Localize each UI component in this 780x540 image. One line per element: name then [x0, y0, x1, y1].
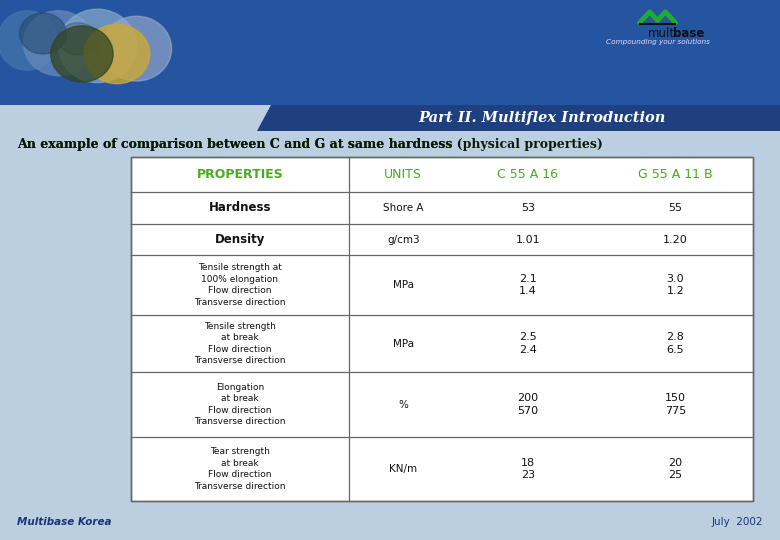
Text: Tensile strength
at break
Flow direction
Transverse direction: Tensile strength at break Flow direction…: [194, 322, 285, 365]
Text: PROPERTIES: PROPERTIES: [197, 167, 283, 180]
Text: 20
25: 20 25: [668, 457, 682, 481]
Text: g/cm3: g/cm3: [387, 234, 420, 245]
Text: Tensile strength at
100% elongation
Flow direction
Transverse direction: Tensile strength at 100% elongation Flow…: [194, 264, 285, 307]
Text: 2.8
6.5: 2.8 6.5: [666, 332, 684, 355]
Text: 2.1
1.4: 2.1 1.4: [519, 274, 537, 296]
Text: Density: Density: [215, 233, 265, 246]
Ellipse shape: [101, 16, 172, 81]
Text: C 55 A 16: C 55 A 16: [498, 167, 558, 180]
Polygon shape: [257, 105, 780, 131]
Ellipse shape: [84, 24, 150, 84]
Ellipse shape: [58, 23, 98, 55]
Ellipse shape: [51, 26, 113, 82]
Text: An example of comparison between C and G at same hardness (physical properties): An example of comparison between C and G…: [17, 138, 603, 151]
Text: MPa: MPa: [393, 280, 413, 290]
Text: Part II. Multiflex Introduction: Part II. Multiflex Introduction: [418, 111, 666, 125]
Text: 53: 53: [521, 202, 535, 213]
Ellipse shape: [58, 9, 136, 83]
Ellipse shape: [23, 11, 94, 76]
Text: 3.0
1.2: 3.0 1.2: [667, 274, 684, 296]
Text: base: base: [673, 27, 704, 40]
Text: An example of comparison between C and G at same hardness: An example of comparison between C and G…: [17, 138, 457, 151]
Text: Multibase Korea: Multibase Korea: [17, 517, 112, 527]
Text: UNITS: UNITS: [385, 167, 422, 180]
Text: Compounding your solutions: Compounding your solutions: [605, 39, 710, 45]
Text: 1.20: 1.20: [663, 234, 688, 245]
Ellipse shape: [0, 11, 57, 70]
Text: G 55 A 11 B: G 55 A 11 B: [638, 167, 713, 180]
FancyBboxPatch shape: [0, 0, 780, 105]
Text: 200
570: 200 570: [517, 393, 538, 416]
Text: Tear strength
at break
Flow direction
Transverse direction: Tear strength at break Flow direction Tr…: [194, 447, 285, 491]
Text: 55: 55: [668, 202, 682, 213]
Text: 150
775: 150 775: [665, 393, 686, 416]
Text: %: %: [399, 400, 408, 409]
Text: 2.5
2.4: 2.5 2.4: [519, 332, 537, 355]
Text: MPa: MPa: [393, 339, 413, 348]
Text: July  2002: July 2002: [711, 517, 763, 527]
Text: Shore A: Shore A: [383, 202, 424, 213]
FancyBboxPatch shape: [131, 157, 753, 501]
Text: multi: multi: [648, 27, 679, 40]
Text: 18
23: 18 23: [521, 457, 535, 481]
Bar: [131, 157, 753, 501]
Ellipse shape: [20, 13, 66, 54]
Text: KN/m: KN/m: [389, 464, 417, 474]
Text: Elongation
at break
Flow direction
Transverse direction: Elongation at break Flow direction Trans…: [194, 383, 285, 426]
Text: Hardness: Hardness: [209, 201, 271, 214]
Text: 1.01: 1.01: [516, 234, 541, 245]
